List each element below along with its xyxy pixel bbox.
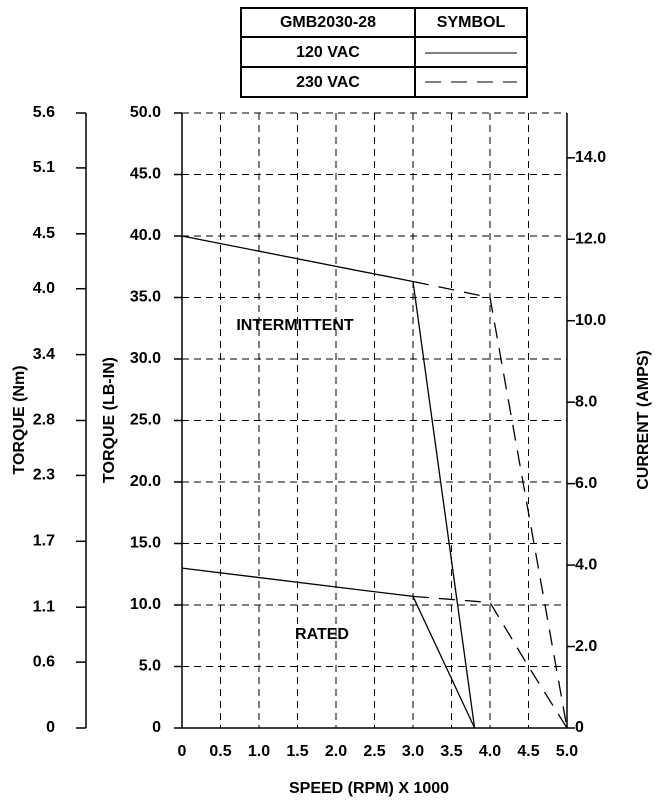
x-tick-label: 2.0 xyxy=(325,743,347,760)
y2-axis-title: CURRENT (AMPS) xyxy=(635,350,652,490)
y-tick-label: 10.0 xyxy=(130,596,161,613)
x-tick-label: 3.5 xyxy=(440,743,462,760)
legend-entry: 120 VAC xyxy=(296,44,360,61)
y3-tick-label: 1.1 xyxy=(33,598,55,615)
y3-tick-label: 2.3 xyxy=(33,467,55,484)
y2-tick-label: 0 xyxy=(575,719,584,736)
y-tick-label: 25.0 xyxy=(130,412,161,429)
line-series xyxy=(412,595,568,729)
y-tick-label: 30.0 xyxy=(130,350,161,367)
y-tick-label: 15.0 xyxy=(130,535,161,552)
y-axis-title: TORQUE (LB-IN) xyxy=(101,357,118,483)
legend-symbol-header: SYMBOL xyxy=(437,14,506,31)
y3-tick-label: 2.8 xyxy=(33,412,55,429)
y3-tick-label: 4.0 xyxy=(33,280,55,297)
y2-tick-label: 2.0 xyxy=(575,638,597,655)
y-tick-label: 5.0 xyxy=(139,658,161,675)
y-tick-label: 40.0 xyxy=(130,227,161,244)
legend-entry: 230 VAC xyxy=(296,74,360,91)
y-tick-label: 0 xyxy=(152,719,161,736)
x-tick-label: 3.0 xyxy=(402,743,424,760)
y2-tick-label: 6.0 xyxy=(575,475,597,492)
y2-tick-label: 14.0 xyxy=(575,149,606,166)
x-tick-label: 2.5 xyxy=(363,743,385,760)
x-tick-label: 5.0 xyxy=(556,743,578,760)
y3-tick-label: 5.6 xyxy=(33,104,55,121)
y3-tick-label: 0.6 xyxy=(33,653,55,670)
annotation: RATED xyxy=(295,626,349,643)
y-tick-label: 20.0 xyxy=(130,473,161,490)
y-tick-label: 50.0 xyxy=(130,104,161,121)
x-tick-label: 0 xyxy=(178,743,187,760)
x-tick-label: 4.5 xyxy=(517,743,539,760)
legend-table xyxy=(240,7,528,98)
y3-tick-label: 3.4 xyxy=(33,346,55,363)
y3-tick-label: 1.7 xyxy=(33,533,55,550)
line-series xyxy=(181,567,476,729)
legend-title: GMB2030-28 xyxy=(280,14,376,31)
x-tick-label: 4.0 xyxy=(479,743,501,760)
x-tick-label: 1.0 xyxy=(248,743,270,760)
y3-axis-title: TORQUE (Nm) xyxy=(11,365,28,474)
annotation: INTERMITTENT xyxy=(236,317,354,334)
y2-tick-label: 10.0 xyxy=(575,312,606,329)
y-tick-label: 45.0 xyxy=(130,166,161,183)
y3-tick-label: 5.1 xyxy=(33,159,55,176)
y3-tick-label: 4.5 xyxy=(33,225,55,242)
y3-tick-label: 0 xyxy=(46,719,55,736)
x-tick-label: 1.5 xyxy=(286,743,308,760)
y2-tick-label: 12.0 xyxy=(575,230,606,247)
line-series xyxy=(412,280,568,729)
x-axis-title: SPEED (RPM) X 1000 xyxy=(289,780,449,797)
y2-tick-label: 4.0 xyxy=(575,556,597,573)
y-tick-label: 35.0 xyxy=(130,289,161,306)
x-tick-label: 0.5 xyxy=(209,743,231,760)
y2-tick-label: 8.0 xyxy=(575,393,597,410)
